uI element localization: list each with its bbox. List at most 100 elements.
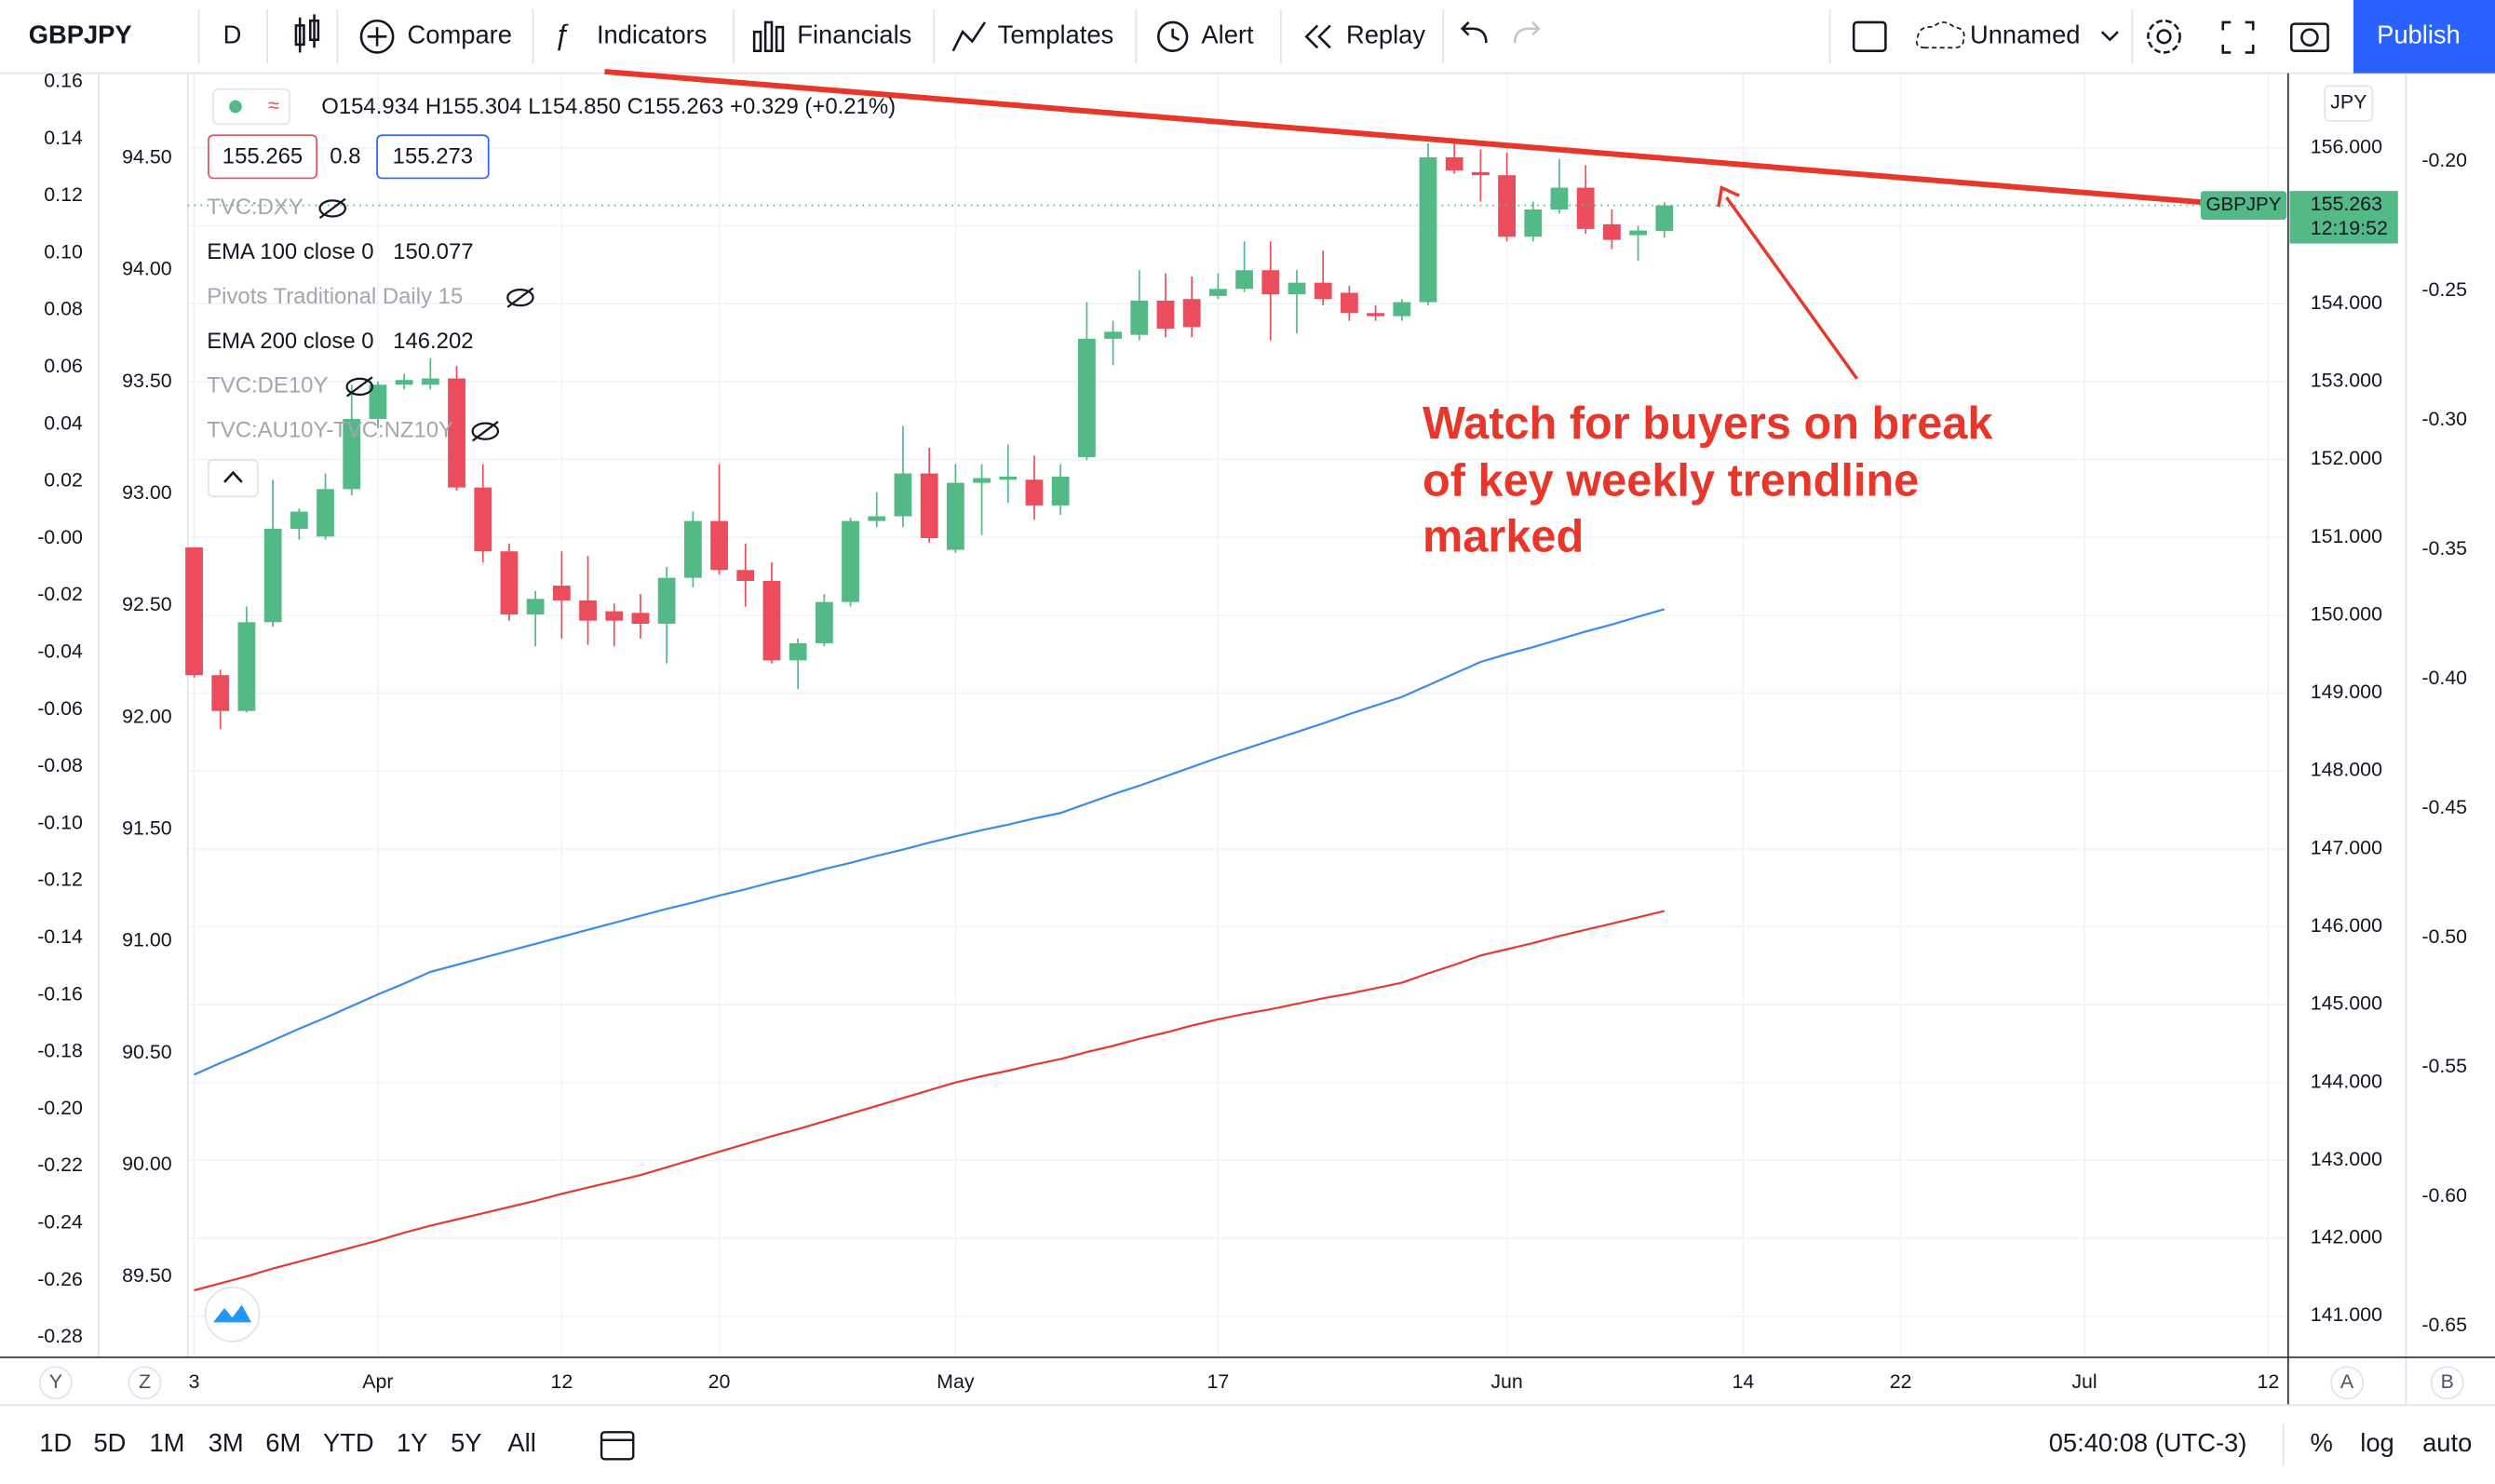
range-button[interactable]: 5D — [93, 1428, 126, 1457]
clock[interactable]: 05:40:08 (UTC-3) — [2049, 1428, 2247, 1457]
axis-button[interactable] — [128, 1366, 162, 1400]
templates-icon[interactable] — [951, 21, 987, 52]
interval[interactable]: D — [223, 20, 242, 49]
range-button[interactable]: 3M — [209, 1428, 244, 1457]
layout-menu-arrow[interactable] — [2100, 31, 2119, 42]
layout-name[interactable]: Unnamed — [1970, 20, 2080, 49]
alert-icon[interactable] — [1157, 20, 1189, 52]
legend-value: 150.077 — [393, 239, 473, 264]
range-button[interactable]: 1D — [39, 1428, 72, 1457]
percent-toggle[interactable]: % — [2311, 1428, 2333, 1457]
arrow[interactable] — [1725, 196, 1859, 380]
x-tick-label: Apr — [362, 1370, 393, 1393]
currency-box[interactable] — [2324, 85, 2374, 122]
status-dot — [229, 100, 242, 114]
financials-icon[interactable] — [752, 20, 785, 52]
y-tick-label: -0.24 — [37, 1211, 83, 1234]
log-toggle[interactable]: log — [2360, 1428, 2394, 1457]
legend-entry[interactable]: EMA 100 close 0 — [207, 239, 373, 264]
publish-label[interactable]: Publish — [2377, 20, 2461, 49]
y-tick-label: 143.000 — [2311, 1148, 2382, 1170]
compare-icon[interactable] — [359, 19, 395, 54]
axis-button[interactable] — [2430, 1366, 2464, 1400]
y-tick-label: 146.000 — [2311, 914, 2382, 937]
axis-button-label[interactable]: Z — [139, 1370, 151, 1393]
y-tick-label: -0.50 — [2421, 925, 2467, 948]
indicators-button[interactable]: Indicators — [597, 20, 707, 49]
candle-body — [946, 482, 964, 550]
range-button[interactable]: All — [507, 1428, 535, 1457]
legend-entry[interactable]: EMA 200 close 0 — [207, 329, 373, 354]
y-tick-label: 0.06 — [44, 355, 83, 377]
range-button[interactable]: 5Y — [451, 1428, 481, 1457]
replay-icon[interactable] — [1304, 24, 1331, 49]
redo-button[interactable] — [1513, 21, 1541, 44]
axis-button[interactable] — [2330, 1366, 2364, 1400]
axis-button-label[interactable]: B — [2441, 1370, 2454, 1393]
snapshot-button[interactable] — [2289, 22, 2329, 52]
sell-price[interactable]: 155.265 — [223, 144, 303, 169]
arrow-head — [1717, 185, 1740, 208]
compare-button[interactable]: Compare — [408, 20, 512, 49]
candle-body — [1393, 302, 1411, 317]
candle-body — [1445, 156, 1463, 171]
y-tick-label: 90.00 — [122, 1153, 172, 1175]
layout-toggle[interactable] — [1852, 20, 1887, 52]
range-button[interactable]: 1M — [149, 1428, 184, 1457]
indicators-icon[interactable]: ƒ — [554, 18, 570, 50]
replay-button[interactable]: Replay — [1346, 20, 1425, 49]
axis-button[interactable] — [38, 1366, 73, 1400]
candle-body — [343, 419, 361, 490]
publish-button[interactable] — [2353, 0, 2495, 74]
candle-body — [1104, 331, 1122, 339]
buy-price[interactable]: 155.273 — [393, 144, 473, 169]
legend-menu[interactable] — [212, 88, 290, 126]
buy-box[interactable] — [376, 134, 490, 180]
financials-button[interactable]: Financials — [797, 20, 911, 49]
symbol[interactable]: GBPJPY — [29, 20, 132, 49]
auto-toggle[interactable]: auto — [2422, 1428, 2472, 1457]
high-value: H155.304 — [425, 95, 522, 120]
currency[interactable]: JPY — [2330, 91, 2367, 114]
chart-style-icon[interactable] — [294, 14, 320, 53]
y-tick-label: 147.000 — [2311, 836, 2382, 858]
range-button[interactable]: 1Y — [397, 1428, 427, 1457]
hidden-study[interactable]: TVC:AU10Y-TVC:NZ10Y — [207, 418, 453, 443]
annotation[interactable]: Watch for buyers on break of key weekly … — [1423, 398, 1993, 561]
range-button[interactable]: YTD — [323, 1428, 374, 1457]
y-tick-label: -0.35 — [2421, 537, 2467, 560]
alert-button[interactable]: Alert — [1201, 20, 1254, 49]
axis-button-label[interactable]: Y — [49, 1370, 62, 1393]
fullscreen-button[interactable] — [2221, 20, 2255, 54]
y-tick-label: 142.000 — [2311, 1226, 2382, 1248]
candle-body — [868, 516, 886, 521]
candle-body — [789, 642, 807, 661]
settings-button[interactable] — [2147, 19, 2181, 54]
axis-button-label[interactable]: A — [2340, 1370, 2354, 1393]
symbol-label-box — [2200, 191, 2287, 220]
ohlc: O154.934 H155.304 L154.850 C155.263 +0.3… — [321, 95, 896, 120]
candle-body — [1025, 479, 1044, 506]
trendline[interactable] — [604, 68, 2202, 206]
y-tick-label: -0.40 — [2421, 667, 2467, 689]
candle-body — [605, 611, 624, 621]
hidden-study[interactable]: Pivots Traditional Daily 15 — [207, 284, 463, 309]
candle-body — [369, 384, 387, 420]
y-tick-label: -0.04 — [37, 640, 83, 662]
y-tick-label: 148.000 — [2311, 759, 2382, 781]
candle-body — [1498, 175, 1516, 237]
y-tick-label: -0.06 — [37, 697, 83, 720]
collapse-legend[interactable] — [208, 459, 259, 498]
goto-date[interactable] — [600, 1431, 635, 1461]
templates-button[interactable]: Templates — [998, 20, 1114, 49]
x-tick-label: 22 — [1890, 1370, 1912, 1393]
hidden-icons[interactable] — [318, 197, 534, 442]
range-button[interactable]: 6M — [265, 1428, 301, 1457]
hidden-study[interactable]: TVC:DXY — [207, 195, 303, 220]
undo-button[interactable] — [1460, 21, 1488, 44]
x-tick-label: Jun — [1490, 1370, 1522, 1393]
hidden-study[interactable]: TVC:DE10Y — [207, 373, 328, 398]
y-tick-label: -0.55 — [2421, 1055, 2467, 1077]
sell-box[interactable] — [208, 134, 317, 180]
logo[interactable] — [204, 1286, 261, 1342]
